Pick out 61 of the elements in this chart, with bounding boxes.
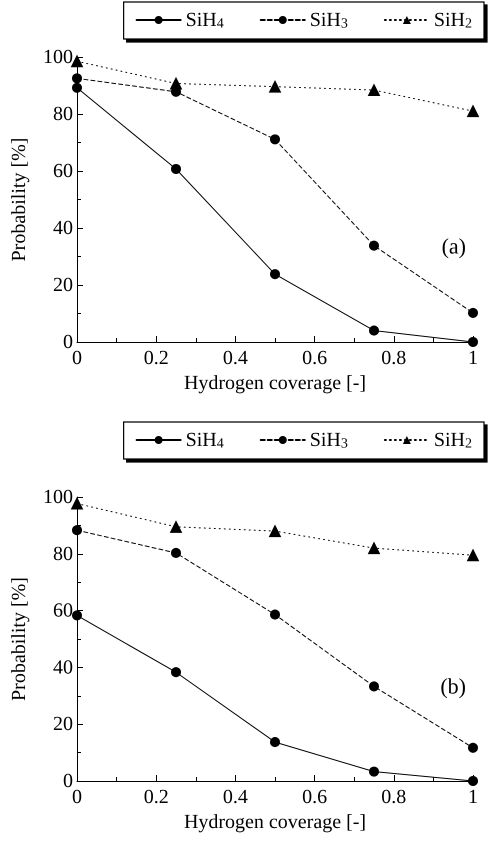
- x-tick-label: 0.4: [222, 786, 248, 808]
- x-tick-label: 0.8: [381, 347, 406, 369]
- point: [369, 766, 379, 777]
- point: [171, 164, 181, 174]
- point: [171, 667, 181, 678]
- y-tick-label: 0: [63, 770, 73, 792]
- x-axis-title: Hydrogen coverage [-]: [184, 810, 366, 833]
- annotation: (a): [442, 234, 466, 258]
- legend-label: SiH3: [310, 429, 348, 452]
- y-tick-label: 80: [53, 103, 73, 125]
- legend-label: SiH2: [434, 429, 472, 452]
- point: [270, 134, 280, 144]
- point: [71, 498, 83, 510]
- x-axis-title: Hydrogen coverage [-]: [184, 372, 366, 394]
- point: [72, 525, 82, 536]
- legend-label: SiH2: [434, 9, 472, 32]
- y-axis-title: Probability [%]: [8, 577, 30, 701]
- point: [269, 80, 281, 93]
- point: [368, 542, 380, 554]
- point: [468, 742, 478, 753]
- point: [171, 548, 181, 558]
- x-tick-label: 0.4: [222, 347, 248, 369]
- point: [270, 610, 280, 620]
- x-tick-label: 0.6: [302, 347, 328, 369]
- legend-label: SiH3: [310, 9, 348, 32]
- point: [72, 610, 82, 620]
- y-axis-title: Probability [%]: [8, 138, 30, 262]
- point: [467, 105, 479, 118]
- y-tick-label: 60: [53, 600, 73, 622]
- y-tick-label: 40: [53, 217, 73, 239]
- point: [468, 308, 478, 318]
- legend-label: SiH4: [186, 9, 224, 32]
- legend-label: SiH4: [186, 429, 224, 452]
- y-tick-label: 100: [43, 46, 73, 68]
- y-tick-label: 80: [53, 542, 73, 565]
- x-tick-label: 0.2: [144, 347, 169, 369]
- annotation: (b): [440, 674, 466, 698]
- y-tick-label: 20: [53, 713, 73, 736]
- point: [270, 737, 280, 748]
- point: [368, 84, 380, 96]
- y-tick-label: 20: [53, 274, 73, 296]
- y-tick-label: 0: [63, 331, 73, 353]
- point: [71, 55, 83, 68]
- point: [467, 549, 479, 562]
- point: [72, 73, 82, 84]
- point: [369, 240, 379, 251]
- point: [72, 82, 82, 93]
- y-tick-label: 60: [53, 160, 73, 182]
- x-tick-label: 1: [468, 347, 478, 369]
- point: [170, 520, 182, 533]
- point: [270, 269, 280, 280]
- point: [369, 326, 379, 336]
- x-tick-label: 0.6: [302, 786, 328, 808]
- x-tick-label: 0.2: [144, 786, 169, 808]
- point: [369, 681, 379, 692]
- y-tick-label: 40: [53, 656, 73, 678]
- point: [170, 78, 182, 90]
- point: [269, 525, 281, 538]
- y-tick-label: 100: [43, 486, 73, 508]
- x-tick-label: 0.8: [381, 786, 406, 808]
- x-tick-label: 1: [468, 786, 478, 808]
